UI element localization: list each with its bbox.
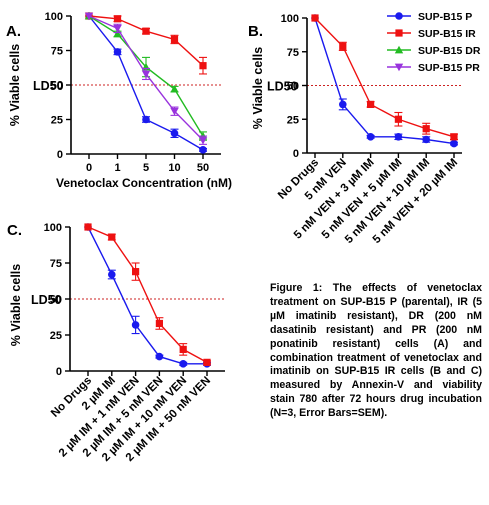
y-tick-label: 25 (287, 114, 299, 126)
data-point (131, 321, 140, 329)
data-point (84, 12, 94, 21)
legend-label: SUP-B15 P (418, 11, 472, 23)
legend-label: SUP-B15 DR (418, 45, 481, 57)
data-point (394, 115, 402, 123)
data-point (422, 125, 430, 133)
y-tick-label: 75 (287, 47, 299, 59)
ld50-label: LD50 (33, 79, 64, 93)
data-point (450, 139, 458, 148)
data-point (203, 358, 211, 366)
data-point (155, 352, 164, 361)
data-point (170, 129, 179, 138)
x-tick-label: 10 (168, 162, 180, 174)
data-point (155, 319, 163, 328)
y-tick-label: 50 (50, 294, 62, 306)
series-line (88, 15, 204, 151)
ld50-label: LD50 (267, 80, 298, 94)
data-point (113, 48, 122, 56)
data-point (179, 360, 187, 368)
data-point (198, 136, 208, 145)
series-line (314, 17, 455, 145)
y-tick-label: 25 (50, 330, 62, 342)
y-tick-label: 75 (50, 258, 62, 270)
legend-label: SUP-B15 PR (418, 62, 480, 74)
y-axis-label: % Viable cells (8, 44, 22, 127)
data-point (113, 29, 122, 38)
data-point (108, 233, 116, 241)
legend-label: SUP-B15 IR (418, 28, 476, 40)
y-tick-label: 75 (51, 46, 63, 58)
series-line (87, 226, 208, 363)
y-axis-label: % Viable cells (9, 264, 23, 347)
x-axis-label: Venetoclax Concentration (nM) (56, 176, 232, 190)
data-point (170, 35, 179, 44)
data-point (132, 268, 140, 276)
chart-panel-a: A. % Viable cells LD50 0 25 50 75 100 0 1 5 10 50 Ven… (6, 11, 232, 190)
x-tick-label: 50 (197, 162, 209, 174)
data-point (366, 133, 375, 141)
data-point (142, 115, 150, 124)
legend-marker (395, 12, 403, 20)
data-point (142, 27, 150, 35)
data-point (179, 345, 187, 353)
data-point (141, 70, 151, 79)
data-point (422, 135, 431, 144)
legend: SUP-B15 P SUP-B15 IR SUP-B15 DR SUP-B15 PR (387, 11, 481, 74)
data-point (84, 223, 92, 231)
data-point (113, 15, 122, 23)
data-point (339, 42, 347, 50)
data-point (339, 100, 347, 109)
legend-marker (394, 63, 404, 72)
panel-label: B. (248, 23, 263, 40)
data-point (311, 14, 319, 22)
data-point (170, 84, 179, 93)
y-tick-label: 25 (51, 115, 63, 127)
data-point (394, 133, 403, 141)
x-tick-label: 5 (143, 162, 149, 174)
data-point (113, 25, 122, 33)
data-point (450, 133, 458, 141)
data-point (199, 62, 207, 70)
data-point (170, 107, 179, 116)
panel-label: C. (7, 222, 22, 239)
y-tick-label: 100 (44, 222, 62, 234)
y-tick-label: 0 (57, 149, 63, 161)
series-line (87, 226, 207, 365)
series-line (314, 17, 455, 138)
y-tick-label: 0 (56, 366, 62, 378)
data-point (367, 100, 375, 108)
legend-marker (395, 29, 403, 37)
ld50-label: LD50 (31, 293, 62, 307)
x-tick-label: 0 (86, 162, 92, 174)
data-point (108, 270, 116, 279)
x-tick-label: 1 (114, 162, 120, 174)
data-point (199, 146, 207, 154)
y-tick-label: 100 (281, 13, 299, 25)
y-tick-label: 50 (287, 81, 299, 93)
y-tick-label: 100 (45, 11, 63, 23)
figure-caption: Figure 1: The effects of venetoclax trea… (270, 282, 482, 420)
y-tick-label: 50 (51, 80, 63, 92)
y-axis-label: % Viable cells (251, 47, 265, 130)
panel-label: A. (6, 23, 21, 40)
y-tick-label: 0 (293, 148, 299, 160)
legend-marker (394, 45, 404, 54)
